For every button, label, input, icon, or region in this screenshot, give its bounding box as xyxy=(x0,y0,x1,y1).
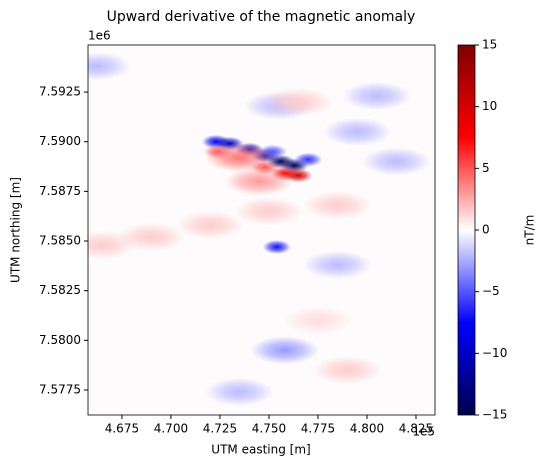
anomaly xyxy=(117,223,186,252)
colorbar-label: nT/m xyxy=(523,215,537,246)
anomaly xyxy=(323,117,392,146)
anomaly xyxy=(262,239,291,254)
anomaly xyxy=(303,250,372,279)
colorbar-tick-label: 10 xyxy=(482,99,497,113)
anomaly xyxy=(88,52,131,81)
anomaly xyxy=(303,191,372,220)
anomaly xyxy=(176,211,245,240)
y-tick-label: 7.5800 xyxy=(39,333,81,347)
colorbar-tick-label: 0 xyxy=(482,223,490,237)
anomaly xyxy=(294,152,323,167)
anomaly xyxy=(362,147,431,176)
chart-title: Upward derivative of the magnetic anomal… xyxy=(107,9,416,25)
x-tick-label: 4.775 xyxy=(301,422,335,436)
y-tick-label: 7.5775 xyxy=(39,382,81,396)
y-tick-label: 7.5875 xyxy=(39,184,81,198)
colorbar-tick-label: −10 xyxy=(482,346,507,360)
x-offset-label: 1e5 xyxy=(412,425,435,439)
colorbar-tick-label: 5 xyxy=(482,161,490,175)
axes-frame xyxy=(87,44,436,416)
y-tick-label: 7.5850 xyxy=(39,234,81,248)
y-tick-label: 7.5925 xyxy=(39,85,81,99)
anomaly xyxy=(342,82,411,111)
x-tick-label: 4.675 xyxy=(105,422,139,436)
y-tick-label: 7.5900 xyxy=(39,134,81,148)
colorbar xyxy=(457,44,476,416)
x-tick-label: 4.750 xyxy=(252,422,286,436)
anomaly xyxy=(264,87,333,116)
heatmap xyxy=(88,52,431,406)
x-axis-label: UTM easting [m] xyxy=(211,443,310,457)
x-tick-label: 4.725 xyxy=(203,422,237,436)
anomaly xyxy=(234,197,303,226)
colorbar-tick-label: 15 xyxy=(482,38,497,52)
x-tick-label: 4.800 xyxy=(350,422,384,436)
x-tick-label: 4.825 xyxy=(399,422,433,436)
y-axis-label: UTM northing [m] xyxy=(9,177,23,283)
y-offset-label: 1e6 xyxy=(88,29,111,43)
anomaly xyxy=(225,167,294,196)
anomaly xyxy=(283,306,352,335)
x-tick-label: 4.700 xyxy=(154,422,188,436)
anomaly xyxy=(250,336,319,365)
y-tick-label: 7.5825 xyxy=(39,283,81,297)
colorbar-tick-label: −5 xyxy=(482,284,500,298)
anomaly xyxy=(205,377,274,406)
colorbar-tick-label: −15 xyxy=(482,408,507,422)
anomaly xyxy=(313,356,382,385)
